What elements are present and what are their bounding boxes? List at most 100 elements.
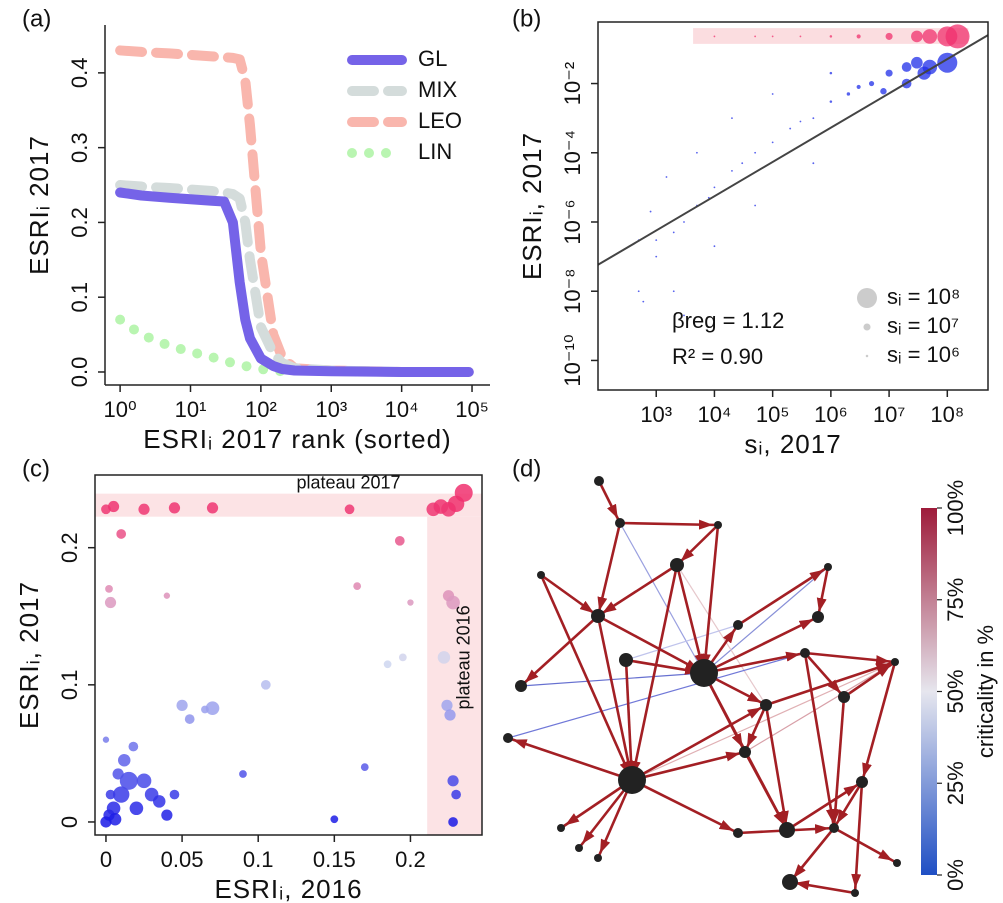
plateau-point (771, 35, 774, 38)
size-legend-marker (863, 323, 871, 331)
point (713, 186, 716, 189)
bubble (441, 699, 453, 712)
legend-label: GL (418, 46, 447, 71)
bubble (383, 660, 392, 669)
bubble (138, 503, 150, 515)
edge (631, 703, 767, 782)
edge (804, 652, 845, 698)
y-axis-title: ESRIᵢ, 2017 (14, 581, 44, 729)
x-tick-label: 10⁴ (385, 397, 419, 422)
edge (630, 564, 679, 781)
point (771, 141, 774, 144)
y-tick-label: 0.1 (67, 282, 92, 313)
edge (765, 660, 896, 707)
bubble (169, 789, 180, 800)
node (690, 659, 718, 687)
bubble (407, 599, 414, 606)
node (893, 859, 901, 867)
point (637, 290, 640, 293)
bubble (184, 714, 195, 724)
colorbar-tick-label: 50% (943, 669, 968, 713)
x-tick-label: 0.2 (395, 847, 426, 872)
bubble (136, 773, 152, 789)
series-line (115, 187, 474, 377)
y-axis-title: ESRIᵢ, 2017 (517, 132, 547, 280)
bubble (239, 770, 247, 778)
bubble (353, 582, 362, 590)
node (591, 609, 605, 623)
point (713, 245, 716, 248)
bubble (201, 705, 209, 714)
x-axis-title: sᵢ, 2017 (744, 429, 841, 459)
x-tick-label: 10⁶ (814, 402, 848, 427)
plateau-point (799, 35, 802, 38)
point (665, 176, 668, 178)
node (829, 823, 839, 833)
edge (700, 524, 720, 674)
colorbar (921, 508, 937, 875)
bubble (398, 653, 407, 662)
edge (619, 522, 705, 674)
x-tick-label: 10¹ (175, 397, 207, 422)
bubble (444, 709, 456, 721)
edge (540, 573, 599, 618)
series-line (115, 180, 474, 377)
x-tick-label: 0.1 (243, 847, 274, 872)
edge (803, 652, 836, 829)
annotation: R² = 0.90 (672, 344, 763, 369)
node (618, 766, 646, 794)
x-tick-label: 10⁷ (873, 402, 905, 427)
bubble (206, 502, 219, 514)
point (683, 314, 685, 317)
edge (675, 564, 706, 674)
bubble (176, 699, 188, 712)
node (619, 653, 633, 667)
edge (851, 781, 864, 894)
point (901, 62, 912, 72)
panel-label: (c) (22, 455, 50, 482)
edge (631, 750, 746, 782)
node (856, 776, 868, 788)
bubble (116, 529, 127, 539)
x-tick-label: 10⁵ (455, 397, 489, 422)
x-tick-label: 10³ (640, 402, 672, 427)
colorbar-tick-label: 0% (943, 859, 968, 891)
bubble (394, 535, 405, 546)
point (655, 255, 658, 258)
point (846, 92, 851, 96)
series-line (115, 45, 474, 377)
bubble (360, 763, 369, 771)
y-tick-label: 10⁻⁸ (560, 269, 585, 314)
size-legend-label: sᵢ = 10⁸ (887, 284, 960, 309)
edge (786, 780, 863, 832)
edge (539, 574, 634, 781)
plateau-point (885, 32, 893, 40)
bubble (104, 596, 117, 609)
plateau-point (856, 34, 861, 39)
point (731, 169, 733, 172)
edge (597, 614, 705, 675)
annotation: βreg = 1.12 (672, 308, 784, 333)
x-axis-title: ESRIᵢ 2017 rank (sorted) (143, 424, 451, 454)
edge (596, 779, 634, 859)
bubble (128, 741, 139, 752)
bubble (112, 786, 130, 803)
edge (744, 661, 896, 753)
bubble (437, 651, 451, 664)
panel-label: (a) (22, 5, 51, 32)
node (838, 691, 850, 703)
y-tick-label: 0.4 (67, 58, 92, 89)
edge (743, 704, 768, 753)
bubble (129, 801, 144, 816)
plateau-point (922, 29, 938, 44)
point (683, 221, 685, 223)
band-label: plateau 2016 (453, 605, 473, 709)
node (594, 476, 604, 486)
edge (507, 736, 633, 782)
x-tick-label: 10⁴ (697, 402, 731, 427)
edge (596, 522, 622, 617)
node (557, 824, 565, 832)
bubble (102, 736, 110, 743)
panel-label: (b) (512, 5, 541, 32)
node (714, 521, 722, 529)
